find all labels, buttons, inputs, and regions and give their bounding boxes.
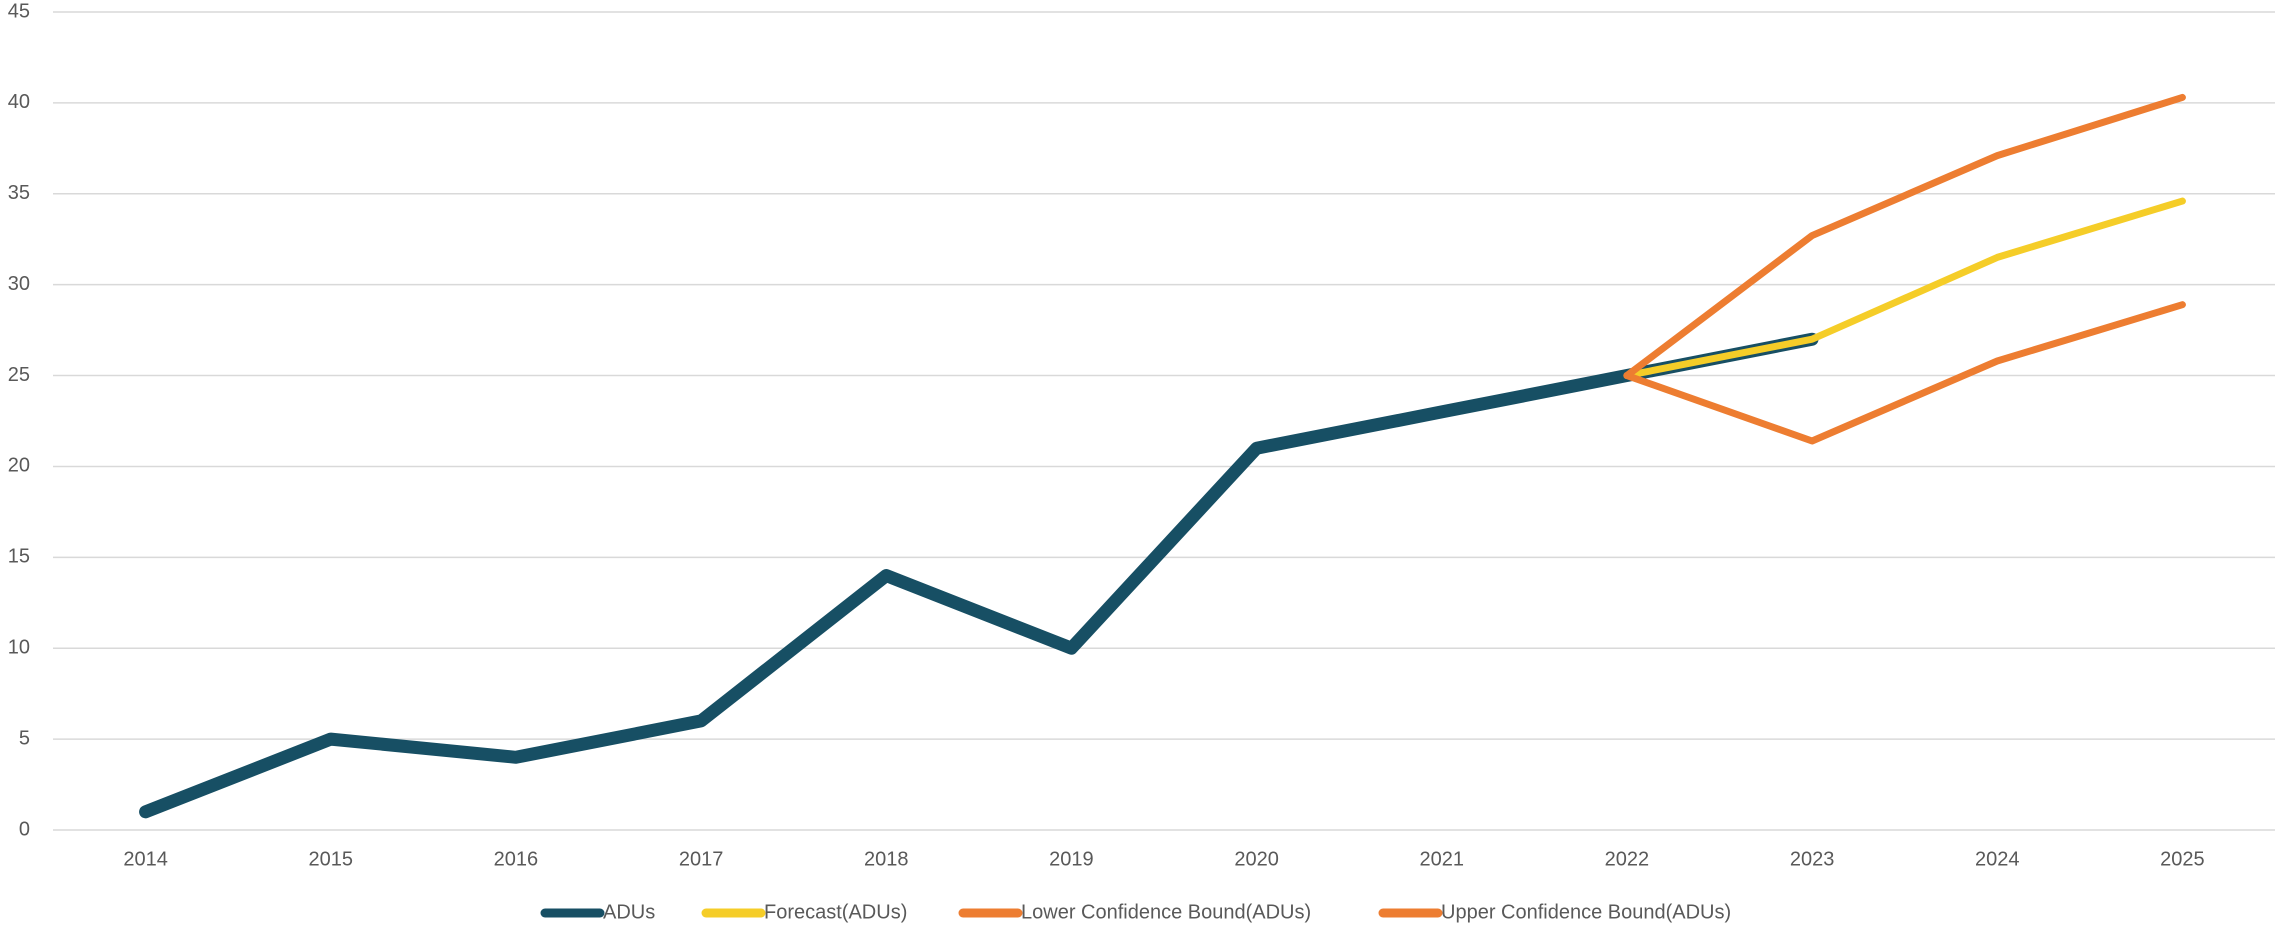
legend-label: Forecast(ADUs) [764, 901, 907, 923]
legend-label: Upper Confidence Bound(ADUs) [1441, 901, 1731, 923]
series-line [1623, 301, 2186, 445]
y-tick-label: 45 [8, 0, 30, 22]
y-tick-label: 40 [8, 91, 30, 113]
y-tick-label: 15 [8, 546, 30, 568]
y-tick-label: 30 [8, 273, 30, 295]
y-tick-label: 5 [19, 727, 30, 749]
x-tick-label: 2023 [1790, 848, 1835, 870]
x-tick-label: 2015 [309, 848, 354, 870]
x-tick-label: 2024 [1975, 848, 2020, 870]
x-tick-label: 2018 [864, 848, 909, 870]
y-tick-label: 20 [8, 455, 30, 477]
series-line [1623, 93, 2186, 380]
x-tick-label: 2017 [679, 848, 724, 870]
y-tick-label: 0 [19, 818, 30, 840]
x-tick-label: 2025 [2160, 848, 2205, 870]
y-tick-label: 25 [8, 364, 30, 386]
series-line [1623, 197, 2186, 380]
legend-label: Lower Confidence Bound(ADUs) [1021, 901, 1311, 923]
y-tick-label: 35 [8, 182, 30, 204]
x-tick-label: 2021 [1420, 848, 1465, 870]
x-tick-label: 2022 [1605, 848, 1650, 870]
legend-label: ADUs [603, 901, 655, 923]
y-tick-label: 10 [8, 637, 30, 659]
x-tick-label: 2016 [494, 848, 539, 870]
x-tick-label: 2014 [123, 848, 168, 870]
x-tick-label: 2020 [1234, 848, 1279, 870]
x-tick-label: 2019 [1049, 848, 1094, 870]
series-line [139, 332, 1819, 819]
